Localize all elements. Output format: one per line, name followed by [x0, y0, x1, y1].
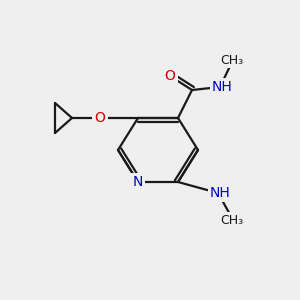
Text: O: O: [94, 111, 105, 125]
Text: N: N: [133, 175, 143, 189]
Text: CH₃: CH₃: [220, 53, 244, 67]
Text: CH₃: CH₃: [220, 214, 244, 226]
Text: NH: NH: [210, 186, 230, 200]
Text: O: O: [165, 69, 176, 83]
Text: NH: NH: [212, 80, 233, 94]
